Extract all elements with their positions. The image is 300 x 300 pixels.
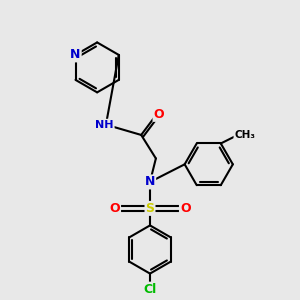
Text: Cl: Cl: [143, 283, 157, 296]
Text: CH₃: CH₃: [234, 130, 255, 140]
Text: O: O: [180, 202, 190, 215]
Text: O: O: [154, 108, 164, 121]
Text: NH: NH: [95, 120, 114, 130]
Text: N: N: [145, 176, 155, 188]
Text: O: O: [110, 202, 120, 215]
Text: S: S: [146, 202, 154, 215]
Text: N: N: [70, 48, 81, 62]
